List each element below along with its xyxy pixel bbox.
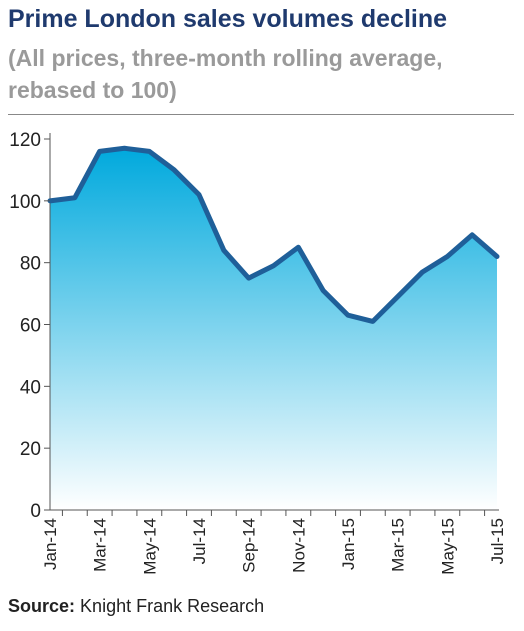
y-tick-label: 60 <box>20 316 41 337</box>
x-tick-label: May-14 <box>140 518 159 575</box>
source-text: Knight Frank Research <box>80 596 265 616</box>
y-tick-label: 0 <box>30 501 41 522</box>
x-tick-label: Nov-14 <box>289 518 308 573</box>
x-tick-label: May-15 <box>438 518 457 575</box>
x-tick-label: Jan-15 <box>339 518 358 570</box>
x-tick-label: Jul-14 <box>190 518 209 564</box>
x-tick-label: Sep-14 <box>240 518 259 573</box>
y-tick-label: 100 <box>9 192 41 213</box>
chart-subtitle: (All prices, three-month rolling average… <box>8 45 443 103</box>
y-tick-label: 120 <box>9 130 41 151</box>
x-tick-label: Mar-14 <box>91 518 110 572</box>
y-tick-label: 20 <box>20 439 41 460</box>
title-divider <box>8 114 514 115</box>
y-tick-label: 80 <box>20 254 41 275</box>
x-tick-label: Jul-15 <box>488 518 507 564</box>
sales-volume-chart: 0 20 40 60 80 100 120 Jan-14 Mar-14 May-14 Jul-14… <box>9 130 507 575</box>
chart-title: Prime London sales volumes decline <box>8 5 448 33</box>
x-tick-label: Mar-15 <box>389 518 408 572</box>
series-area <box>50 148 497 510</box>
x-tick-label: Jan-14 <box>41 518 60 570</box>
y-tick-label: 40 <box>20 377 41 398</box>
source-note: Source: Knight Frank Research <box>8 596 264 617</box>
source-label: Source: <box>8 596 76 616</box>
